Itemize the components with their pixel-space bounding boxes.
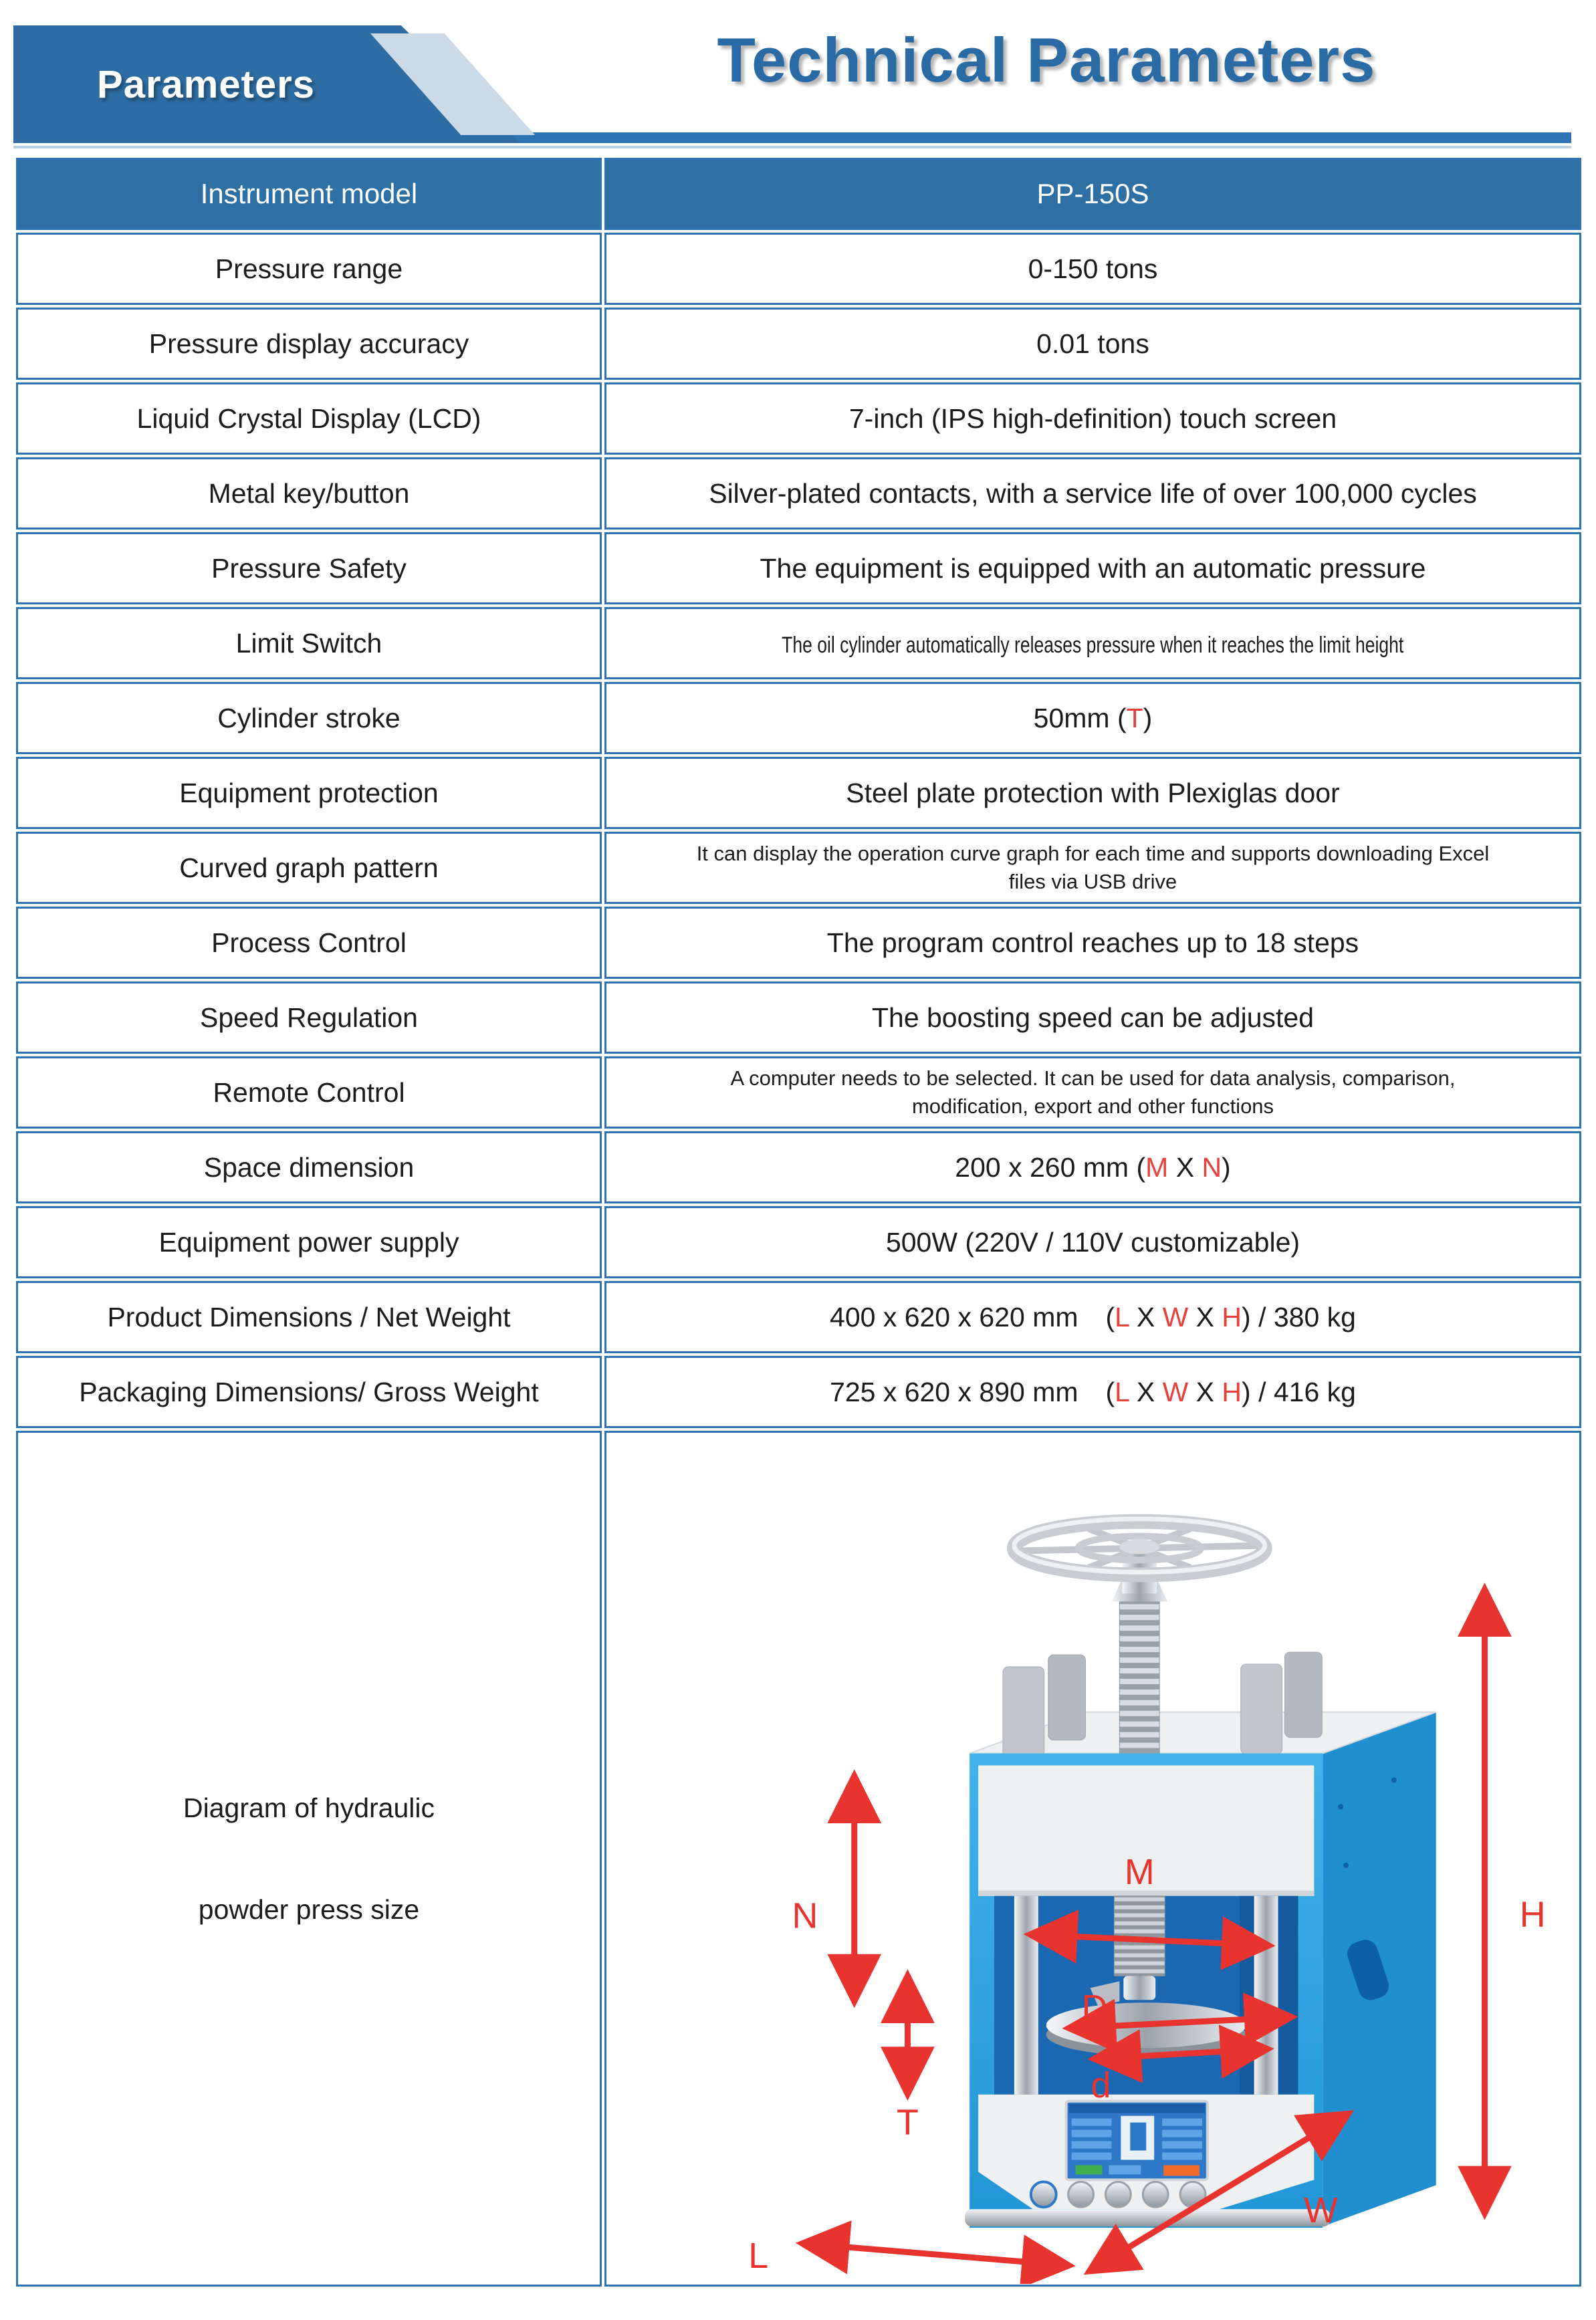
param-label: Packaging Dimensions/ Gross Weight (16, 1356, 602, 1428)
diagram-caption-line2: powder press size (198, 1893, 420, 1925)
press-diagram: M N T D d H L W (748, 1514, 1546, 2284)
dimension-annotations: M N T D d H L W (748, 1583, 1546, 2284)
param-value: 0-150 tons (604, 233, 1581, 305)
param-label: Pressure display accuracy (16, 308, 602, 380)
param-value: It can display the operation curve graph… (604, 832, 1581, 904)
dimension-label-d-upper: D (1082, 1988, 1108, 2028)
parameters-tab-label: Parameters (97, 62, 316, 106)
machine-screw (1119, 1598, 1160, 1757)
table-row: Metal key/button Silver-plated contacts, … (16, 457, 1581, 530)
param-label: Curved graph pattern (16, 832, 602, 904)
param-label: Remote Control (16, 1056, 602, 1129)
table-row: Liquid Crystal Display (LCD) 7-inch (IPS … (16, 382, 1581, 455)
table-row: Pressure display accuracy 0.01 tons (16, 308, 1581, 380)
table-row: Equipment protection Steel plate protecti… (16, 757, 1581, 829)
param-label: Cylinder stroke (16, 682, 602, 754)
param-value: 500W (220V / 110V customizable) (604, 1206, 1581, 1278)
machine-crosshead (978, 1765, 1315, 1896)
dimension-arrow-l (795, 2220, 1076, 2284)
table-row: Limit Switch The oil cylinder automatical… (16, 607, 1581, 679)
param-value: Steel plate protection with Plexiglas do… (604, 757, 1581, 829)
table-row: Pressure Safety The equipment is equipped… (16, 532, 1581, 604)
diagram-caption-line1: Diagram of hydraulic (183, 1792, 435, 1823)
param-label: Equipment power supply (16, 1206, 602, 1278)
table-row: Pressure range 0-150 tons (16, 233, 1581, 305)
parameters-table: Instrument model PP-150S Pressure range 0… (13, 155, 1584, 2289)
param-value: 200 x 260 mm (M X N) (604, 1131, 1581, 1203)
side-handle-cutout (1347, 1940, 1389, 2000)
diagram-image-cell: M N T D d H L W (604, 1431, 1581, 2287)
param-label: Limit Switch (16, 607, 602, 679)
dimension-label-t: T (897, 2103, 919, 2143)
machine-hex-columns (1002, 1651, 1323, 1758)
param-value: The oil cylinder automatically releases … (604, 607, 1581, 679)
param-value: 0.01 tons (604, 308, 1581, 380)
dimension-label-n: N (792, 1896, 818, 1936)
table-row: Remote Control A computer needs to be sel… (16, 1056, 1581, 1129)
param-value: 7-inch (IPS high-definition) touch scree… (604, 382, 1581, 455)
page-header: Parameters Technical Parameters (0, 0, 1596, 155)
header-label-cell: Instrument model (16, 158, 602, 230)
table-row: Speed Regulation The boosting speed can b… (16, 981, 1581, 1054)
table-row: Space dimension 200 x 260 mm (M X N) (16, 1131, 1581, 1203)
param-label: Speed Regulation (16, 981, 602, 1054)
param-value: A computer needs to be selected. It can … (604, 1056, 1581, 1129)
param-value: The boosting speed can be adjusted (604, 981, 1581, 1054)
dimension-arrow-m (1023, 1909, 1276, 1970)
machine-base-trim (965, 2209, 1331, 2227)
machine-control-panel (978, 2094, 1315, 2210)
header-value-cell: PP-150S (604, 158, 1581, 230)
param-value: 725 x 620 x 890 mm (L X W X H) / 416 kg (604, 1356, 1581, 1428)
dimension-label-h: H (1520, 1895, 1546, 1935)
param-label: Product Dimensions / Net Weight (16, 1281, 602, 1353)
table-header-row: Instrument model PP-150S (16, 158, 1581, 230)
machine-handwheel (1006, 1514, 1272, 1757)
param-value: The program control reaches up to 18 ste… (604, 907, 1581, 979)
dimension-label-w: W (1304, 2190, 1338, 2230)
diagram-row: Diagram of hydraulic powder press size (16, 1431, 1581, 2287)
press-machine-illustration (965, 1514, 1437, 2228)
diagram-caption-cell: Diagram of hydraulic powder press size (16, 1431, 602, 2287)
param-label: Metal key/button (16, 457, 602, 530)
param-label: Space dimension (16, 1131, 602, 1203)
param-label: Equipment protection (16, 757, 602, 829)
dimension-arrow-d (1087, 2024, 1274, 2083)
table-row: Cylinder stroke 50mm (T) (16, 682, 1581, 754)
param-value: Silver-plated contacts, with a service l… (604, 457, 1581, 530)
dimension-arrow-w (1083, 2110, 1354, 2275)
page-title: Technical Parameters (717, 25, 1376, 95)
table-row: Product Dimensions / Net Weight 400 x 620… (16, 1281, 1581, 1353)
table-row: Curved graph pattern It can display the o… (16, 832, 1581, 904)
table-row: Packaging Dimensions/ Gross Weight 725 x … (16, 1356, 1581, 1428)
machine-interior (994, 1895, 1298, 2095)
table-row: Equipment power supply 500W (220V / 110V … (16, 1206, 1581, 1278)
param-label: Pressure Safety (16, 532, 602, 604)
table-row: Process Control The program control reach… (16, 907, 1581, 979)
dimension-label-l: L (748, 2236, 768, 2276)
param-value: 50mm (T) (604, 682, 1581, 754)
dimension-label-m: M (1125, 1852, 1155, 1892)
param-label: Liquid Crystal Display (LCD) (16, 382, 602, 455)
param-value: The equipment is equipped with an automa… (604, 532, 1581, 604)
machine-column-left (1014, 1895, 1038, 2095)
param-label: Process Control (16, 907, 602, 979)
param-label: Pressure range (16, 233, 602, 305)
dimension-label-d-lower: d (1091, 2065, 1111, 2105)
header-rule-light (13, 146, 1571, 148)
machine-column-right (1254, 1895, 1278, 2095)
param-value: 400 x 620 x 620 mm (L X W X H) / 380 kg (604, 1281, 1581, 1353)
